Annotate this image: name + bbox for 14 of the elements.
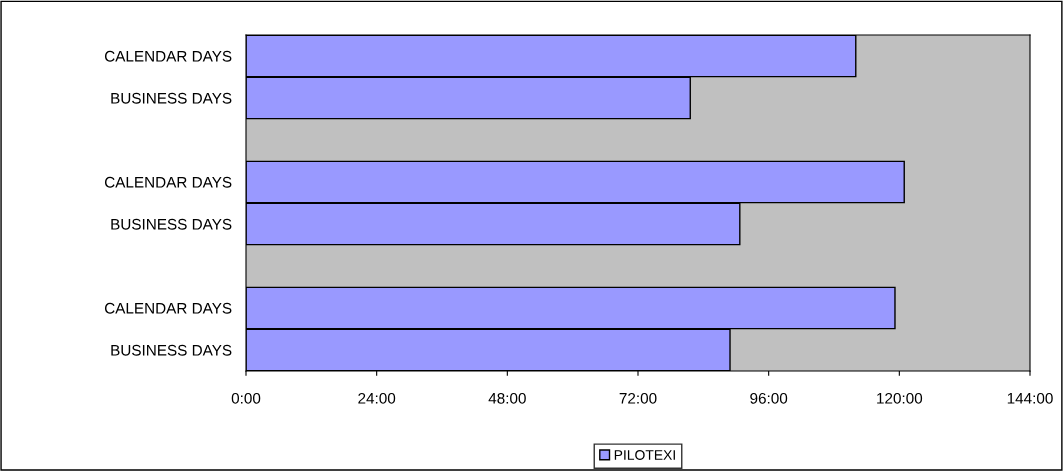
x-tick-label: 96:00: [750, 392, 788, 404]
x-tick-label: 120:00: [877, 392, 923, 404]
x-tick-label: 24:00: [358, 392, 396, 404]
x-tick-label: 48:00: [488, 392, 526, 404]
y-tick-label: BUSINESS DAYS: [111, 344, 232, 356]
y-tick-label: BUSINESS DAYS: [111, 92, 232, 104]
y-tick-label: BUSINESS DAYS: [111, 218, 232, 230]
x-tick-label: 0:00: [231, 392, 261, 404]
y-tick-label: CALENDAR DAYS: [104, 302, 232, 314]
y-tick-label: CALENDAR DAYS: [104, 176, 232, 188]
y-tick-label: CALENDAR DAYS: [104, 50, 232, 62]
x-tick-label: 144:00: [1007, 392, 1053, 404]
legend-label: PILOTEXI: [614, 450, 675, 460]
x-tick-label: 72:00: [619, 392, 657, 404]
